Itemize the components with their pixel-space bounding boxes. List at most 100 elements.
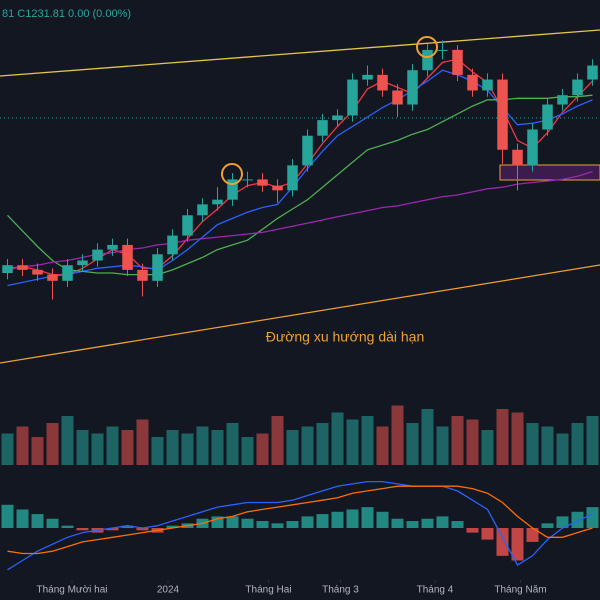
volume-bar bbox=[361, 416, 374, 465]
volume-bar bbox=[256, 433, 269, 465]
candle-body bbox=[452, 49, 463, 75]
candle-body bbox=[137, 269, 148, 281]
macd-histogram-bar bbox=[376, 511, 389, 528]
candle-body bbox=[107, 244, 118, 250]
macd-histogram-bar bbox=[61, 525, 74, 528]
candle-body bbox=[257, 179, 268, 186]
volume-bar bbox=[406, 423, 419, 465]
candle-body bbox=[242, 179, 253, 181]
candle-body bbox=[422, 49, 433, 71]
macd-histogram-bar bbox=[121, 525, 134, 528]
macd-histogram-bar bbox=[241, 518, 254, 528]
candle-body bbox=[182, 215, 193, 236]
candle-body bbox=[497, 79, 508, 150]
macd-histogram-bar bbox=[481, 528, 494, 540]
candle-body bbox=[287, 165, 298, 191]
macd-histogram-bar bbox=[541, 523, 554, 528]
volume-bar bbox=[346, 419, 359, 465]
macd-histogram-bar bbox=[466, 528, 479, 533]
candle-body bbox=[572, 79, 583, 96]
volume-bar bbox=[466, 419, 479, 465]
candle-body bbox=[587, 65, 598, 80]
candle-body bbox=[437, 49, 448, 51]
volume-bar bbox=[241, 437, 254, 465]
indicator-line bbox=[7, 94, 593, 276]
candle-body bbox=[197, 204, 208, 216]
volume-bar bbox=[76, 430, 89, 465]
macd-histogram-bar bbox=[421, 518, 434, 528]
candle-body bbox=[377, 74, 388, 91]
zone bbox=[499, 164, 600, 181]
macd-histogram-bar bbox=[391, 518, 404, 528]
candle-body bbox=[557, 95, 568, 105]
volume-bar bbox=[481, 430, 494, 465]
macd-histogram-bar bbox=[76, 528, 89, 531]
volume-bar bbox=[571, 423, 584, 465]
macd-histogram-bar bbox=[31, 514, 44, 528]
highlight-circle bbox=[221, 163, 243, 185]
volume-bar bbox=[31, 437, 44, 465]
macd-histogram-bar bbox=[286, 521, 299, 528]
candle-body bbox=[152, 254, 163, 281]
candle-body bbox=[2, 265, 13, 273]
x-tick-label: 2024 bbox=[157, 585, 180, 596]
candle-body bbox=[47, 274, 58, 281]
macd-histogram-bar bbox=[46, 518, 59, 528]
volume-bar bbox=[556, 433, 569, 465]
volume-bar bbox=[451, 416, 464, 465]
volume-bar bbox=[421, 409, 434, 465]
volume-bar bbox=[586, 416, 599, 465]
macd-histogram-bar bbox=[256, 521, 269, 528]
x-tick-label: Tháng 3 bbox=[322, 585, 359, 596]
macd-histogram-bar bbox=[511, 528, 524, 561]
macd-histogram-bar bbox=[211, 516, 224, 528]
volume-bar bbox=[391, 405, 404, 465]
volume-bar bbox=[286, 430, 299, 465]
volume-bar bbox=[316, 423, 329, 465]
volume-bar bbox=[16, 426, 29, 465]
candle-body bbox=[482, 79, 493, 91]
candle-body bbox=[347, 79, 358, 116]
macd-histogram-bar bbox=[271, 523, 284, 528]
indicator-line bbox=[7, 485, 593, 555]
x-tick-label: Tháng Mười hai bbox=[36, 585, 107, 596]
highlight-circle bbox=[416, 36, 438, 58]
macd-histogram-bar bbox=[526, 528, 539, 542]
candle-body bbox=[317, 120, 328, 136]
macd-histogram-bar bbox=[436, 516, 449, 528]
volume-bar bbox=[331, 412, 344, 465]
volume-bar bbox=[106, 426, 119, 465]
volume-bar bbox=[496, 409, 509, 465]
volume-bar bbox=[181, 433, 194, 465]
indicator-line bbox=[7, 170, 593, 271]
volume-bar bbox=[46, 423, 59, 465]
macd-histogram-bar bbox=[166, 525, 179, 528]
macd-histogram-bar bbox=[571, 511, 584, 528]
candle-body bbox=[527, 129, 538, 166]
candle-body bbox=[302, 135, 313, 166]
lower-trendline bbox=[0, 264, 600, 364]
candle-body bbox=[467, 74, 478, 91]
volume-bar bbox=[436, 426, 449, 465]
macd-histogram-bar bbox=[1, 504, 14, 528]
annotation: Đường xu hướng dài hạn bbox=[266, 329, 425, 345]
macd-histogram-bar bbox=[346, 509, 359, 528]
volume-bar bbox=[91, 433, 104, 465]
candle-body bbox=[362, 74, 373, 80]
macd-histogram-bar bbox=[451, 521, 464, 528]
volume-bar bbox=[511, 412, 524, 465]
macd-histogram-bar bbox=[226, 516, 239, 528]
macd-histogram-bar bbox=[316, 514, 329, 528]
x-tick-label: Tháng Năm bbox=[494, 585, 546, 596]
volume-bar bbox=[151, 437, 164, 465]
candle-body bbox=[92, 249, 103, 261]
candle-body bbox=[122, 244, 133, 270]
volume-bar bbox=[301, 426, 314, 465]
candle-body bbox=[32, 269, 43, 275]
x-tick-label: Tháng 4 bbox=[417, 585, 454, 596]
candle-body bbox=[17, 265, 28, 270]
macd-histogram-bar bbox=[106, 528, 119, 531]
volume-bar bbox=[136, 419, 149, 465]
volume-bar bbox=[1, 433, 14, 465]
